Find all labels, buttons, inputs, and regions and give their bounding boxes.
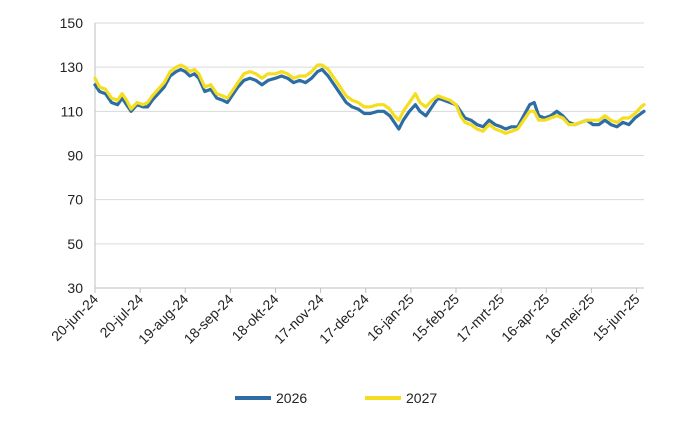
y-tick-label: 30 — [67, 280, 83, 296]
x-tick-label: 16-mei-25 — [542, 291, 598, 347]
y-tick-label: 70 — [67, 192, 83, 208]
x-axis-tick-labels: 20-jun-2420-jul-2419-aug-2418-sep-2418-o… — [48, 291, 643, 348]
x-tick-label: 16-jan-25 — [364, 291, 417, 344]
series-lines — [93, 63, 646, 135]
legend-label-2027: 2027 — [406, 390, 437, 406]
x-tick-label: 15-jun-25 — [589, 291, 642, 344]
axes — [94, 23, 644, 293]
series-line-2027 — [93, 63, 646, 135]
x-tick-label: 17-mrt-25 — [453, 291, 507, 345]
legend: 2026 2027 — [235, 390, 437, 406]
x-tick-label: 17-dec-24 — [316, 291, 372, 347]
x-tick-label: 20-jun-24 — [48, 291, 101, 344]
y-tick-label: 90 — [67, 148, 83, 164]
series-line-2026 — [93, 67, 646, 131]
y-tick-label: 50 — [67, 236, 83, 252]
x-tick-label: 18-sep-24 — [181, 291, 237, 347]
y-tick-label: 150 — [60, 15, 84, 31]
y-tick-label: 110 — [61, 103, 84, 119]
legend-label-2026: 2026 — [276, 390, 307, 406]
y-axis-tick-labels: 30 50 70 90 110 130 150 — [60, 15, 84, 296]
x-tick-label: 15-feb-25 — [408, 291, 462, 345]
y-tick-label: 130 — [60, 59, 84, 75]
gridlines — [95, 22, 644, 245]
